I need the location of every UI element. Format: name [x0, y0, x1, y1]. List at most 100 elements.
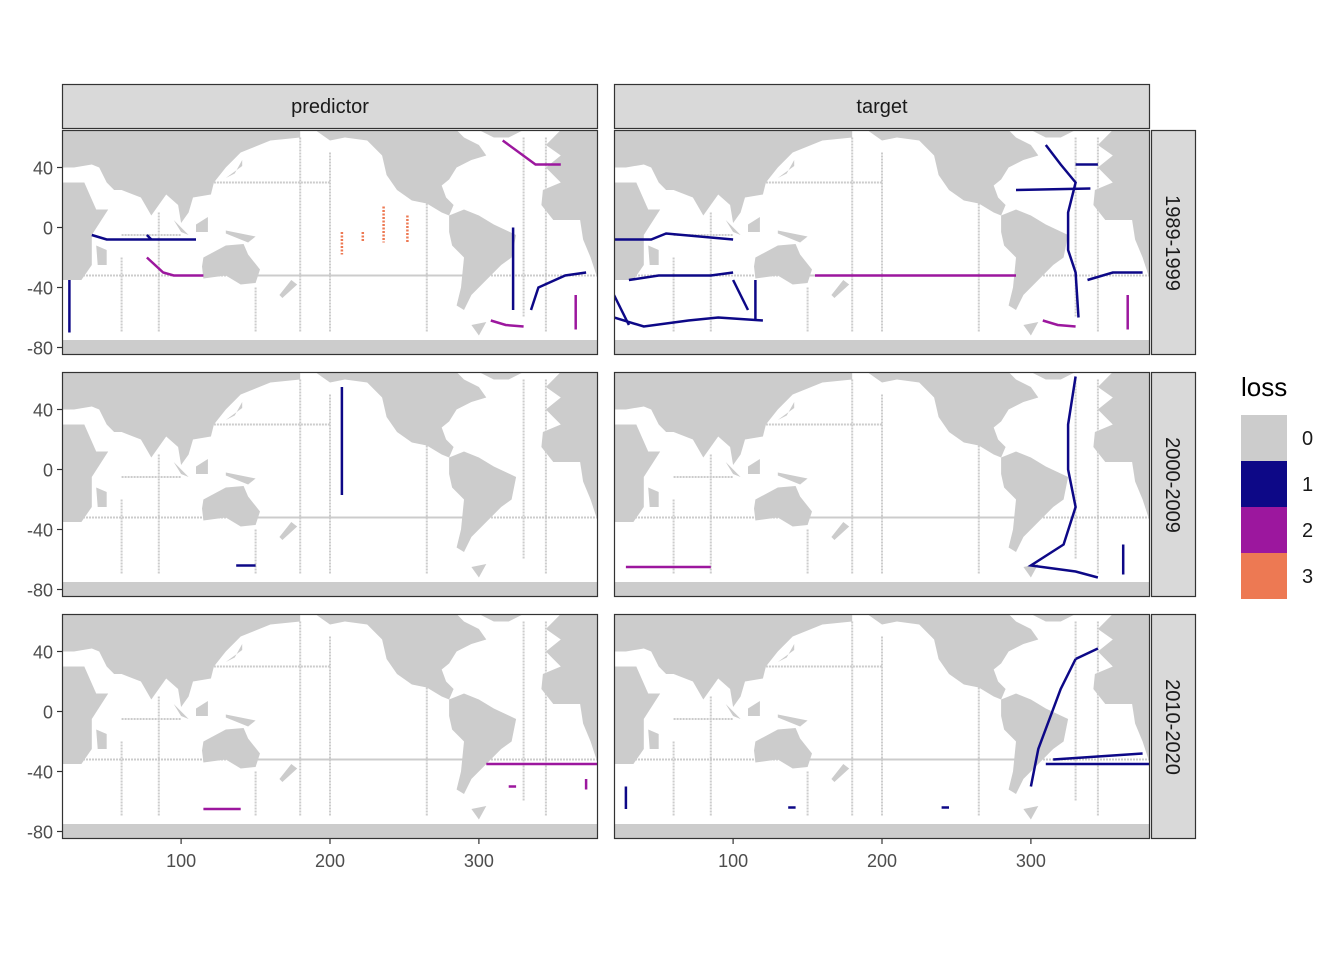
panel-border: [613, 371, 1151, 598]
legend: loss 0 1 2 3: [1241, 372, 1313, 599]
land-mass: [614, 824, 1150, 839]
land-mass: [471, 322, 487, 336]
legend-swatch-0: [1241, 415, 1287, 461]
land-mass: [315, 614, 487, 700]
land-mass: [831, 764, 850, 782]
y-tick-label: -40: [27, 763, 53, 783]
panel-target-2000-2009: [613, 371, 1151, 598]
land-mass: [614, 130, 661, 280]
land-mass: [1093, 372, 1150, 522]
y-tick-label: 0: [43, 703, 53, 723]
y-tick-label: 40: [33, 401, 53, 421]
land-mass: [754, 486, 812, 527]
land-mass: [541, 614, 598, 764]
x-tick-label: 300: [1016, 851, 1046, 871]
land-mass: [62, 130, 109, 280]
row-strip: [1150, 613, 1197, 840]
land-mass: [614, 614, 661, 764]
panel-border: [61, 371, 599, 598]
loss-1-track: [1015, 187, 1091, 192]
land-mass: [96, 245, 107, 265]
land-mass: [748, 459, 760, 474]
panel-target-2010-2020: [613, 613, 1151, 840]
y-tick-label: -80: [27, 823, 53, 843]
x-tick-label: 200: [867, 851, 897, 871]
loss-1-track: [731, 279, 750, 311]
loss-1-track: [1087, 271, 1143, 282]
land-mass: [279, 280, 298, 298]
land-mass: [614, 372, 661, 522]
loss-1-track: [146, 234, 153, 241]
land-mass: [1001, 209, 1069, 310]
land-mass: [777, 714, 808, 727]
x-tick-label: 300: [464, 851, 494, 871]
land-mass: [867, 372, 1039, 458]
y-tick-label: 0: [43, 461, 53, 481]
loss-1-track: [614, 232, 734, 241]
land-mass: [777, 472, 808, 485]
loss-1-track: [1029, 658, 1077, 787]
land-mass: [1030, 130, 1076, 138]
land-mass: [831, 280, 850, 298]
land-mass: [279, 522, 298, 540]
y-tick-label: 40: [33, 159, 53, 179]
land-mass: [748, 701, 760, 716]
land-mass: [777, 230, 808, 243]
y-tick-label: -80: [27, 581, 53, 601]
land-mass: [541, 130, 598, 280]
x-tick-label: 100: [718, 851, 748, 871]
land-mass: [225, 472, 256, 485]
land-mass: [225, 714, 256, 727]
panel-border: [61, 613, 599, 840]
land-mass: [471, 564, 487, 578]
land-mass: [1093, 130, 1150, 280]
land-mass: [648, 245, 659, 265]
legend-label-1: 1: [1302, 474, 1313, 496]
land-mass: [62, 614, 109, 764]
land-mass: [1093, 614, 1150, 764]
loss-2-track: [501, 139, 561, 166]
land-mass: [1023, 564, 1039, 578]
land-mass: [279, 764, 298, 782]
land-mass: [1030, 372, 1076, 380]
legend-label-2: 2: [1302, 520, 1313, 542]
legend-swatch-1: [1241, 461, 1287, 507]
land-mass: [96, 729, 107, 749]
land-mass: [449, 451, 517, 552]
strip-label-2000-2009: 2000-2009: [1161, 437, 1183, 533]
land-mass: [748, 217, 760, 232]
land-mass: [202, 728, 260, 769]
land-mass: [478, 130, 524, 138]
land-mass: [614, 614, 853, 707]
land-mass: [541, 372, 598, 522]
land-mass: [449, 693, 517, 794]
land-mass: [867, 130, 1039, 216]
land-mass: [62, 614, 301, 707]
loss-1-track: [1044, 144, 1080, 318]
row-strip: [1150, 129, 1197, 356]
legend-label-0: 0: [1302, 428, 1313, 450]
panel-predictor-1989-1999: [61, 129, 599, 356]
legend-label-3: 3: [1302, 566, 1313, 588]
land-mass: [196, 701, 208, 716]
land-mass: [831, 522, 850, 540]
panel-border: [61, 129, 599, 356]
land-mass: [202, 244, 260, 285]
y-tick-label: -40: [27, 521, 53, 541]
land-mass: [315, 372, 487, 458]
land-mass: [202, 486, 260, 527]
y-tick-label: -40: [27, 279, 53, 299]
x-tick-label: 200: [315, 851, 345, 871]
loss-1-track: [1053, 752, 1143, 761]
land-mass: [754, 728, 812, 769]
land-mass: [1001, 693, 1069, 794]
land-mass: [196, 217, 208, 232]
loss-1-track: [1075, 647, 1099, 661]
land-mass: [614, 582, 1150, 597]
land-mass: [196, 459, 208, 474]
land-mass: [449, 209, 517, 310]
land-mass: [1001, 451, 1069, 552]
land-mass: [1023, 806, 1039, 820]
land-mass: [478, 372, 524, 380]
